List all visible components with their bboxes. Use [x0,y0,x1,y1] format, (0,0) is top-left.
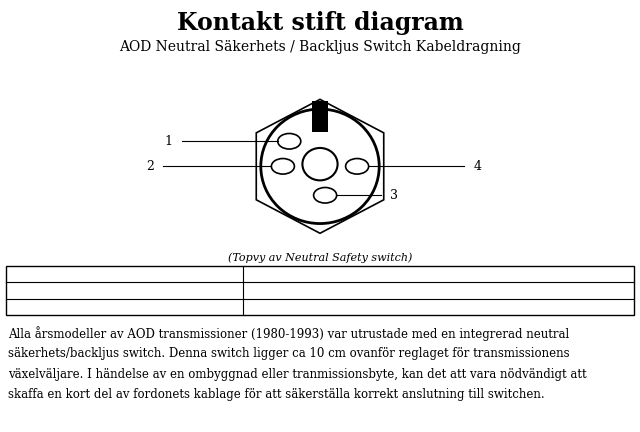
Circle shape [271,159,294,174]
Text: Alla årsmodeller av AOD transmissioner (1980-1993) var utrustade med en integrer: Alla årsmodeller av AOD transmissioner (… [8,326,569,341]
Circle shape [346,159,369,174]
Bar [6,266,634,315]
Ellipse shape [261,109,379,224]
Bar [312,101,328,132]
Text: 4: 4 [474,160,482,173]
Polygon shape [256,99,384,233]
Text: Kontakt stift diagram: Kontakt stift diagram [177,11,463,35]
Text: 3: 3 [390,189,398,202]
Text: skaffa en kort del av fordonets kablage för att säkerställa korrekt anslutning t: skaffa en kort del av fordonets kablage … [8,388,544,401]
Ellipse shape [302,148,338,181]
Text: Backlampor / Reverse Lights: Backlampor / Reverse Lights [347,284,530,297]
Circle shape [278,133,301,149]
Text: AOD Neutral Säkerhets / Backljus Switch Kabeldragning: AOD Neutral Säkerhets / Backljus Switch … [119,40,521,54]
Text: Start endast i Parkering och Neutral: Start endast i Parkering och Neutral [322,301,555,314]
Text: (Topvy av Neutral Safety switch): (Topvy av Neutral Safety switch) [228,253,412,263]
Text: växelväljare. I händelse av en ombyggnad eller tranmissionsbyte, kan det att var: växelväljare. I händelse av en ombyggnad… [8,368,586,381]
Text: 1: 1 [165,135,173,148]
Circle shape [314,187,337,203]
Text: Krets Funktion: Krets Funktion [383,267,494,280]
Text: 2: 2 [146,160,154,173]
Text: 1 & 2: 1 & 2 [108,284,142,297]
Text: 3 & 4: 3 & 4 [108,301,142,314]
Text: Stift nummer: Stift nummer [76,267,174,280]
Text: säkerhets/backljus switch. Denna switch ligger ca 10 cm ovanför reglaget för tra: säkerhets/backljus switch. Denna switch … [8,347,570,360]
